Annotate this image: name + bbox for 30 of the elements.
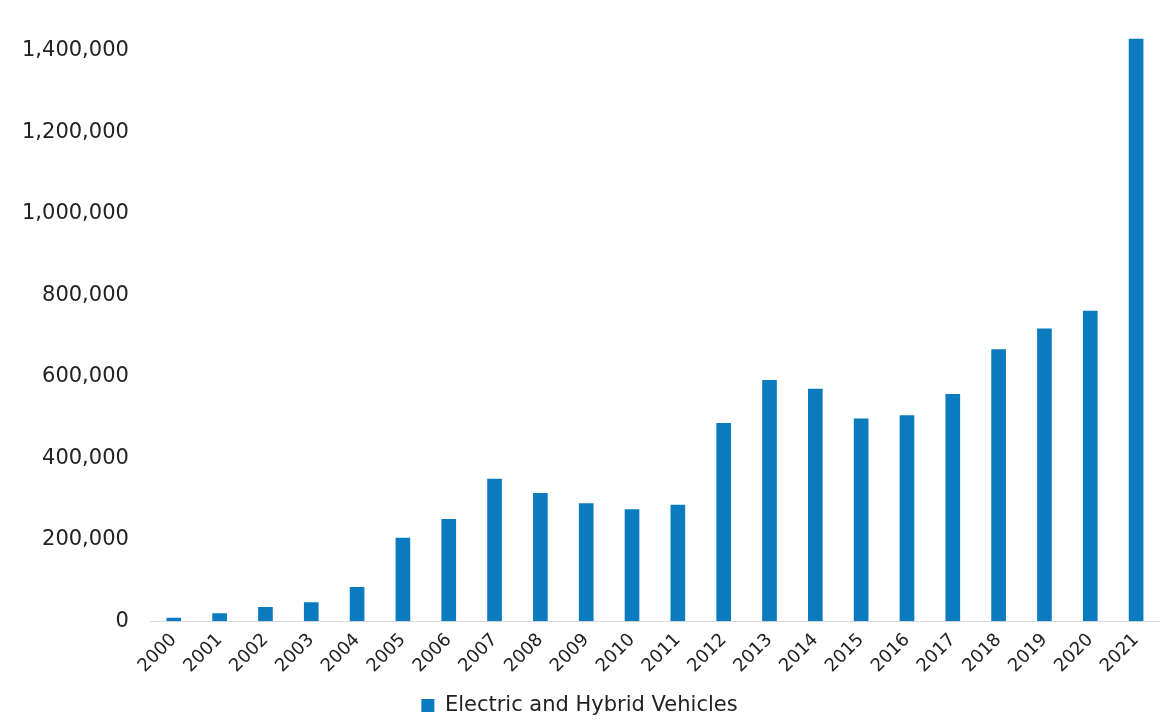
bar: [1082, 310, 1098, 622]
y-tick-label: 1,400,000: [21, 37, 129, 62]
legend-label: Electric and Hybrid Vehicles: [444, 691, 738, 716]
bar: [807, 388, 823, 622]
bar: [853, 418, 869, 622]
bar: [716, 422, 732, 622]
bar: [258, 607, 273, 622]
bar: [212, 613, 227, 622]
bar: [533, 492, 548, 622]
y-tick-label: 1,000,000: [21, 200, 129, 225]
bar: [303, 602, 319, 622]
bar: [624, 509, 640, 622]
bar: [945, 393, 961, 622]
bar: [487, 478, 502, 622]
y-tick-label: 800,000: [42, 281, 129, 306]
bar: [1128, 38, 1144, 622]
bar: [349, 587, 365, 622]
y-tick-label: 200,000: [42, 526, 129, 551]
bar: [395, 537, 411, 622]
bar: [899, 415, 915, 622]
bar: [1037, 328, 1052, 622]
y-tick-label: 1,200,000: [21, 118, 129, 143]
y-tick-label: 600,000: [42, 363, 129, 388]
bar: [762, 380, 777, 622]
y-tick-label: 400,000: [42, 444, 129, 469]
bar: [670, 504, 686, 622]
bar: [991, 349, 1006, 622]
y-tick-label: 0: [115, 607, 129, 632]
bar: [441, 519, 457, 622]
bar: [578, 503, 594, 622]
